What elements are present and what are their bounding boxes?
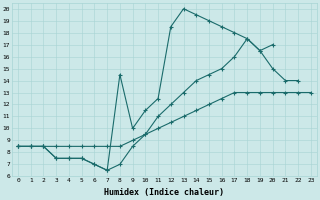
X-axis label: Humidex (Indice chaleur): Humidex (Indice chaleur) [104, 188, 224, 197]
